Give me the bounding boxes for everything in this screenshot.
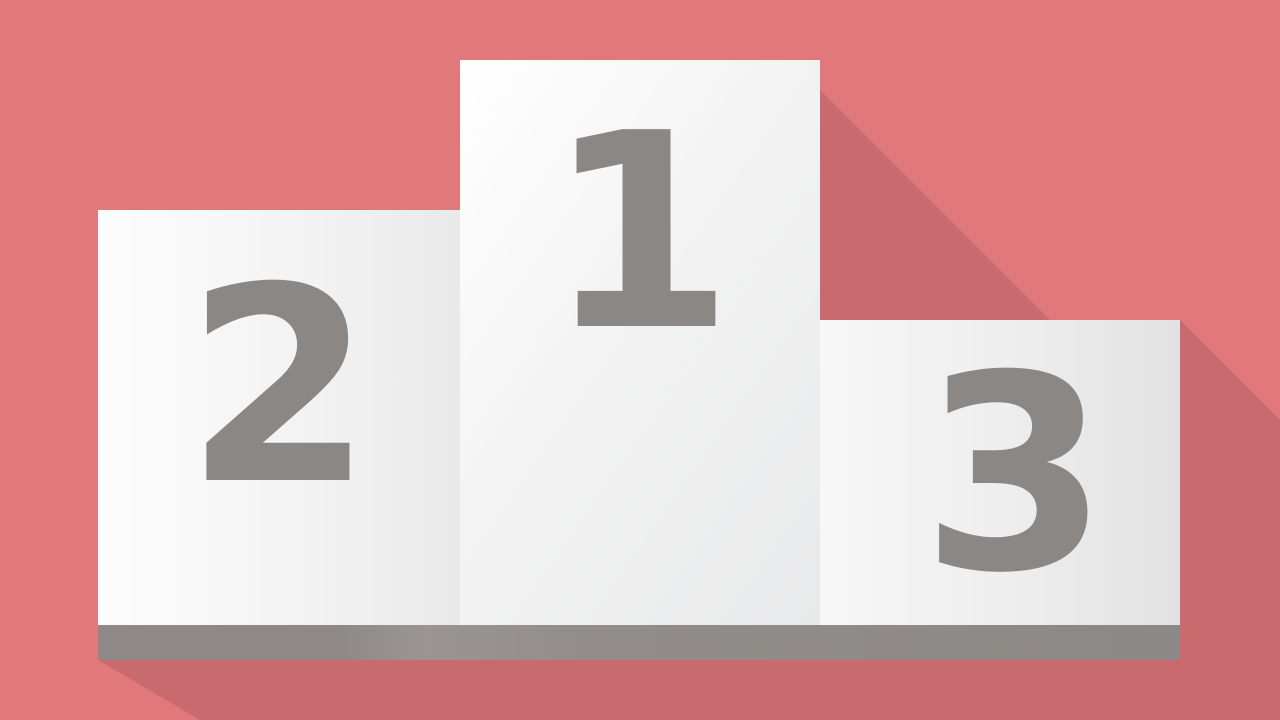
second-place-number: 2 xyxy=(185,229,373,544)
podium-third-place-block: 3 xyxy=(820,320,1180,625)
first-place-number: 1 xyxy=(546,75,734,390)
podium-second-place-block: 2 xyxy=(98,210,460,625)
third-place-number: 3 xyxy=(921,317,1109,632)
podium-base xyxy=(98,625,1180,660)
podium-first-place-block: 1 xyxy=(460,60,820,625)
